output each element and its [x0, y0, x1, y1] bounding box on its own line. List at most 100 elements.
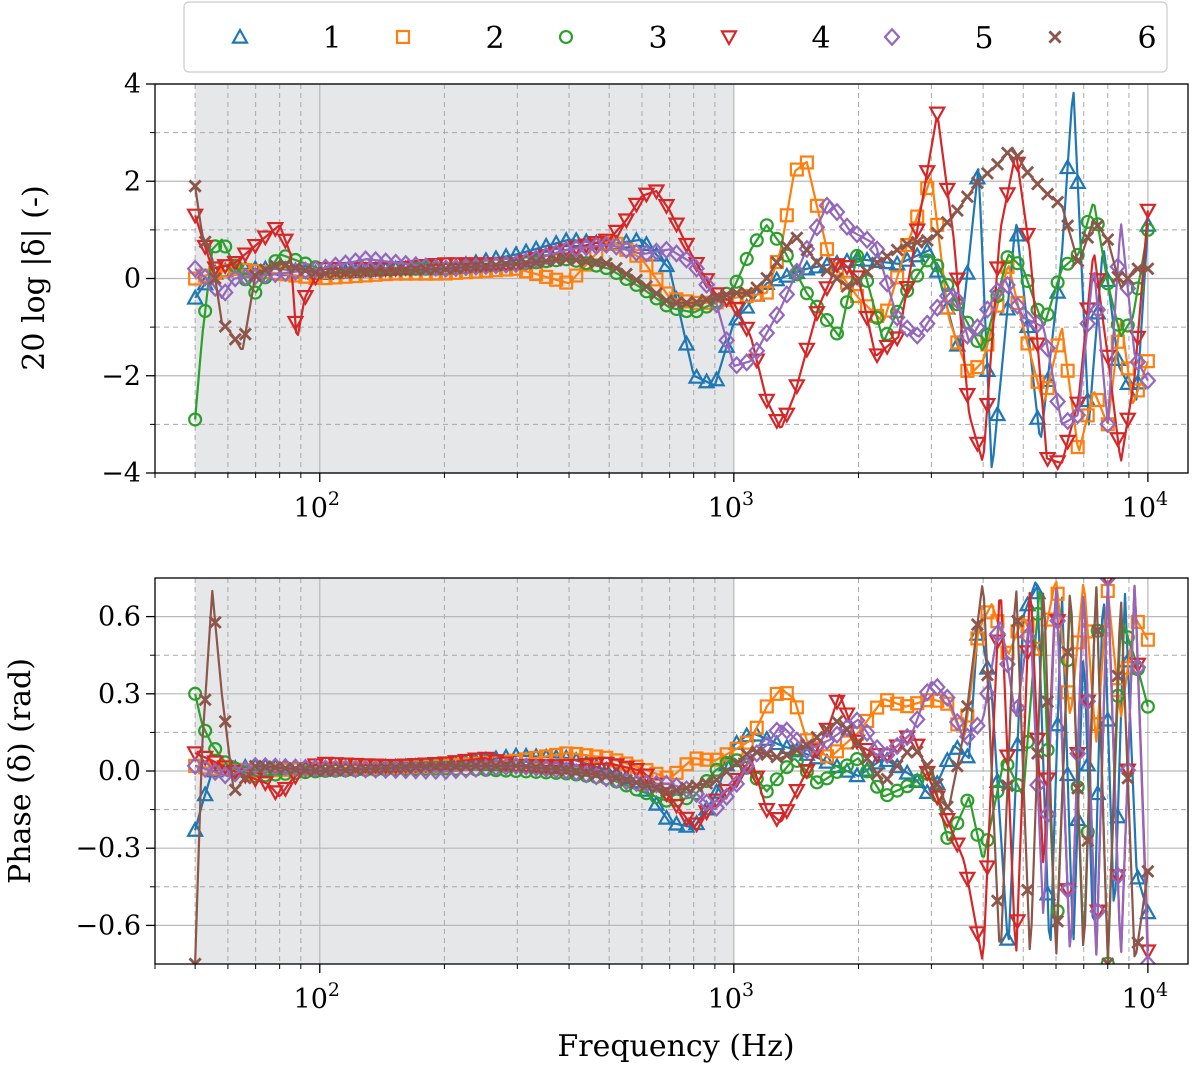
series-6-marker: [880, 772, 894, 786]
series-5-marker: [1059, 880, 1077, 900]
series-4-marker: [818, 722, 836, 739]
series-6-marker: [900, 745, 914, 759]
series-6-marker: [399, 760, 413, 775]
series-4-marker: [256, 230, 275, 247]
series-5-marker: [1129, 352, 1147, 372]
series-3-marker: [208, 742, 223, 757]
series-6-marker: [710, 290, 724, 305]
series-2-marker: [960, 363, 975, 378]
series-4-marker: [256, 776, 275, 793]
series-4-marker: [296, 289, 315, 306]
series-6-marker: [760, 747, 774, 762]
series-6-marker: [700, 776, 714, 790]
y-tick-label: 0.6: [98, 602, 141, 633]
series-4-marker: [1118, 412, 1137, 429]
series-3-marker: [709, 762, 724, 777]
series-4-marker: [878, 339, 896, 356]
series-5-marker: [948, 712, 966, 732]
series-2-marker: [970, 360, 985, 375]
phase-ticks: 102 103 104 −0.6 −0.3 0.0 0.3 0.6: [75, 602, 1168, 1015]
series-6-marker: [198, 693, 212, 707]
series-6-marker: [1010, 149, 1025, 163]
legend-marker-1: [231, 27, 249, 44]
series-3-marker: [679, 304, 694, 319]
series-4-marker: [767, 812, 786, 828]
series-6-marker: [920, 233, 934, 247]
y-tick-label: 4: [124, 69, 141, 100]
series-6-marker: [700, 293, 714, 307]
series-4-marker: [798, 763, 816, 780]
series-5-marker: [828, 202, 846, 222]
series-1-marker: [918, 241, 937, 258]
series-2-marker: [1140, 354, 1155, 369]
y-tick-label: 0.3: [98, 679, 141, 710]
series-5-marker: [206, 278, 224, 298]
series-5-marker: [988, 281, 1006, 301]
series-6-marker: [1071, 781, 1085, 795]
series-6-marker: [469, 759, 483, 773]
series-1-marker: [677, 816, 696, 833]
series-4-marker: [767, 414, 786, 430]
series-4-marker: [918, 165, 937, 182]
series-6-marker: [619, 267, 633, 281]
series-6-marker: [920, 758, 934, 772]
series-4-marker: [968, 436, 987, 453]
series-5-marker: [758, 323, 776, 343]
series-4-marker: [777, 804, 796, 821]
series-6-marker: [449, 759, 463, 773]
series-5-marker: [698, 793, 716, 812]
series-6-marker: [790, 743, 804, 757]
series-6-marker: [659, 293, 674, 308]
series-6-marker: [910, 235, 924, 249]
series-6-marker: [669, 783, 684, 797]
series-6-marker: [208, 615, 222, 629]
legend-label-1: 1: [322, 21, 341, 56]
series-6-marker: [750, 281, 764, 295]
series-5-marker: [1099, 414, 1117, 434]
series-6-marker: [619, 773, 633, 787]
series-2-marker: [809, 198, 824, 213]
series-6-marker: [1081, 230, 1095, 245]
legend-marker-3: [558, 29, 574, 45]
series-5-marker: [1049, 611, 1067, 631]
series-4-marker: [697, 805, 716, 822]
series-4-marker: [467, 752, 485, 769]
series-2-marker: [860, 713, 875, 729]
series-6: [188, 585, 1155, 964]
series-6-marker: [960, 190, 974, 204]
series-6-marker: [258, 263, 272, 277]
series-5-marker: [738, 756, 756, 776]
series-2-marker: [1060, 363, 1075, 378]
series-5-marker: [186, 756, 204, 776]
series-5-marker: [828, 725, 846, 745]
series-4-marker: [617, 760, 636, 777]
series-3-marker: [849, 751, 865, 767]
series-4-marker: [858, 310, 876, 327]
legend-marker-2: [395, 29, 411, 45]
series-6-marker: [429, 759, 443, 773]
series-4-marker: [908, 223, 927, 240]
series-5-marker: [908, 326, 926, 345]
series-4-marker: [978, 397, 997, 414]
series-5-marker: [788, 262, 806, 282]
series-5-marker: [968, 317, 986, 337]
series-6-marker: [850, 274, 864, 288]
series-4-marker: [737, 321, 756, 338]
series-5-marker: [958, 326, 976, 345]
series-4-marker: [798, 342, 816, 359]
series-3-marker: [769, 231, 784, 246]
series-6-marker: [980, 166, 995, 180]
series-4-marker: [637, 187, 656, 204]
series-5-marker: [1129, 658, 1147, 677]
series-1-marker: [777, 738, 796, 754]
series-6-marker: [850, 736, 864, 750]
series-6-marker: [1000, 779, 1015, 793]
series-4-marker: [838, 707, 856, 724]
series-1-marker: [1008, 225, 1027, 242]
series-2-marker: [769, 686, 784, 701]
series-4-marker: [1018, 227, 1037, 244]
series-6-marker: [318, 266, 333, 281]
series-5-marker: [878, 274, 896, 293]
series-5-marker: [968, 716, 986, 736]
series-6-marker: [730, 286, 744, 300]
